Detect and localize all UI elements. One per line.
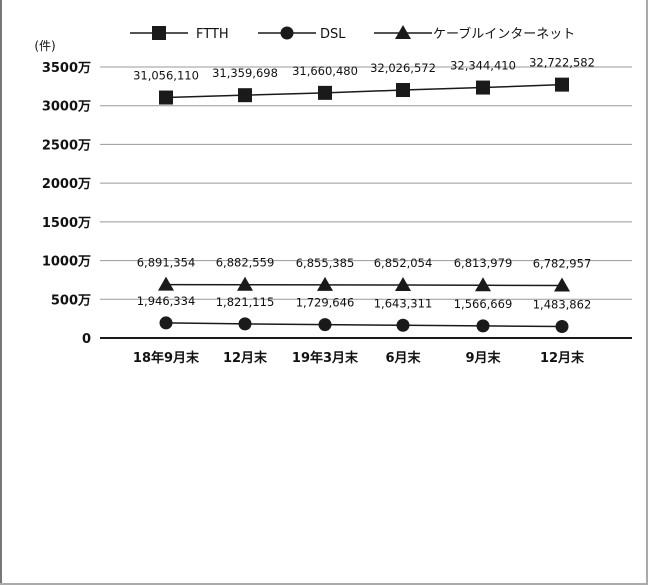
series-line-circle <box>165 322 563 328</box>
data-label-circle: 1,729,646 <box>296 296 355 310</box>
data-label-triangle: 6,782,957 <box>533 256 592 270</box>
data-label-triangle: 6,852,054 <box>374 256 433 270</box>
x-tick-label: 12月末 <box>540 350 585 366</box>
data-point-triangle <box>317 276 333 291</box>
x-tick-label: 18年9月末 <box>133 350 200 366</box>
y-axis-unit-label: (件) <box>34 39 55 53</box>
data-label-circle: 1,566,669 <box>454 297 513 311</box>
x-tick-label: 19年3月末 <box>292 350 359 366</box>
data-point-triangle <box>475 277 491 292</box>
legend-label-triangle: ケーブルインターネット <box>433 26 575 42</box>
data-label-square: 31,056,110 <box>133 69 199 83</box>
data-point-square <box>238 88 252 103</box>
frame-right-border <box>646 0 648 585</box>
data-label-triangle: 6,813,979 <box>454 256 513 270</box>
frame-bottom-border <box>0 583 648 585</box>
y-tick-label: 3000万 <box>42 100 91 115</box>
frame-left-border <box>0 0 2 585</box>
data-point-triangle <box>158 276 174 291</box>
legend-label-square: FTTH <box>196 27 229 42</box>
data-point-square <box>476 80 490 95</box>
series-line-triangle <box>165 283 563 287</box>
data-label-triangle: 6,855,385 <box>296 256 355 270</box>
y-tick-label: 1000万 <box>42 255 91 270</box>
data-point-triangle <box>395 276 411 291</box>
data-label-square: 31,359,698 <box>212 66 278 80</box>
data-point-circle <box>396 318 410 332</box>
data-point-triangle <box>554 277 570 292</box>
data-label-circle: 1,946,334 <box>137 294 196 308</box>
series-line-square <box>165 83 563 99</box>
data-point-square <box>318 85 332 100</box>
data-label-circle: 1,643,311 <box>374 296 433 310</box>
y-tick-label: 0 <box>82 332 91 347</box>
y-tick-label: 2000万 <box>42 177 91 192</box>
data-label-triangle: 6,882,559 <box>216 256 275 270</box>
data-label-circle: 1,483,862 <box>533 298 592 312</box>
data-point-square <box>555 77 569 92</box>
data-point-circle <box>555 320 569 334</box>
y-tick-label: 2500万 <box>42 138 91 153</box>
legend-marker-triangle <box>395 25 411 39</box>
data-point-square <box>159 90 173 105</box>
data-point-triangle <box>237 276 253 291</box>
legend-marker-circle <box>280 26 294 40</box>
x-tick-label: 6月末 <box>385 350 421 366</box>
data-label-square: 32,722,582 <box>529 56 595 70</box>
data-label-triangle: 6,891,354 <box>137 256 196 270</box>
data-point-circle <box>238 317 252 331</box>
legend-label-circle: DSL <box>320 27 346 42</box>
data-label-square: 31,660,480 <box>292 64 358 78</box>
y-tick-label: 1500万 <box>42 216 91 231</box>
data-point-square <box>396 83 410 98</box>
data-label-square: 32,344,410 <box>450 59 516 73</box>
data-label-square: 32,026,572 <box>370 61 436 75</box>
y-tick-label: 3500万 <box>42 61 91 76</box>
x-tick-label: 9月末 <box>465 350 501 366</box>
data-point-circle <box>318 318 332 332</box>
y-tick-label: 500万 <box>51 293 91 308</box>
data-label-circle: 1,821,115 <box>216 295 275 309</box>
data-point-circle <box>476 319 490 333</box>
data-point-circle <box>159 316 173 330</box>
legend-marker-square <box>152 26 166 40</box>
x-tick-label: 12月末 <box>223 350 268 366</box>
